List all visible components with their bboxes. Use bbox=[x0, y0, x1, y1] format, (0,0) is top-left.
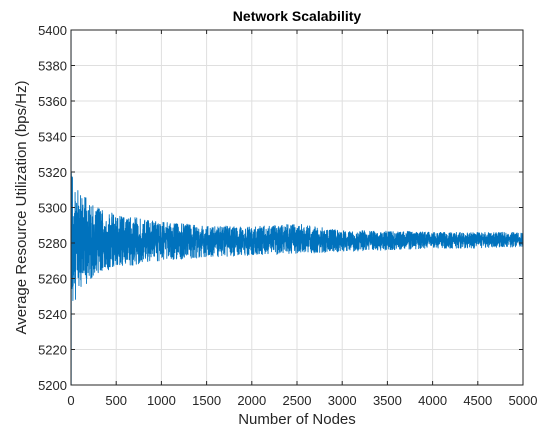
series-line bbox=[70, 29, 524, 386]
x-tick-label: 3000 bbox=[328, 393, 357, 408]
y-tick-label: 5320 bbox=[38, 165, 67, 180]
y-tick-label: 5260 bbox=[38, 272, 67, 287]
x-tick-label: 3500 bbox=[373, 393, 402, 408]
x-tick-label: 2000 bbox=[237, 393, 266, 408]
y-tick-label: 5340 bbox=[38, 130, 67, 145]
y-tick-label: 5380 bbox=[38, 59, 67, 74]
y-tick-label: 5240 bbox=[38, 307, 67, 322]
y-tick-label: 5200 bbox=[38, 378, 67, 393]
x-tick-label: 0 bbox=[67, 393, 74, 408]
x-tick-label: 1500 bbox=[192, 393, 221, 408]
x-tick-label: 1000 bbox=[147, 393, 176, 408]
grid-lines bbox=[71, 30, 523, 385]
y-tick-label: 5300 bbox=[38, 201, 67, 216]
x-tick-label: 4500 bbox=[463, 393, 492, 408]
y-tick-label: 5360 bbox=[38, 94, 67, 109]
x-tick-label: 2500 bbox=[283, 393, 312, 408]
y-tick-label: 5220 bbox=[38, 343, 67, 358]
x-axis-label: Number of Nodes bbox=[238, 411, 356, 428]
axis-ticks bbox=[70, 29, 524, 386]
x-tick-label: 4000 bbox=[418, 393, 447, 408]
x-tick-labels: 0 500 1000 1500 2000 2500 3000 3500 4000 4500 5000 bbox=[67, 393, 537, 408]
y-tick-labels: 5200 5220 5240 5260 5280 5300 5320 5340 5360 5380… bbox=[38, 23, 67, 393]
y-tick-label: 5400 bbox=[38, 23, 67, 38]
x-tick-label: 5000 bbox=[509, 393, 538, 408]
y-axis-label: Average Resource Utilization (bps/Hz) bbox=[13, 80, 30, 334]
x-tick-label: 500 bbox=[105, 393, 127, 408]
y-tick-label: 5280 bbox=[38, 236, 67, 251]
series-layer bbox=[70, 29, 524, 386]
chart-title: Network Scalability bbox=[233, 8, 362, 24]
